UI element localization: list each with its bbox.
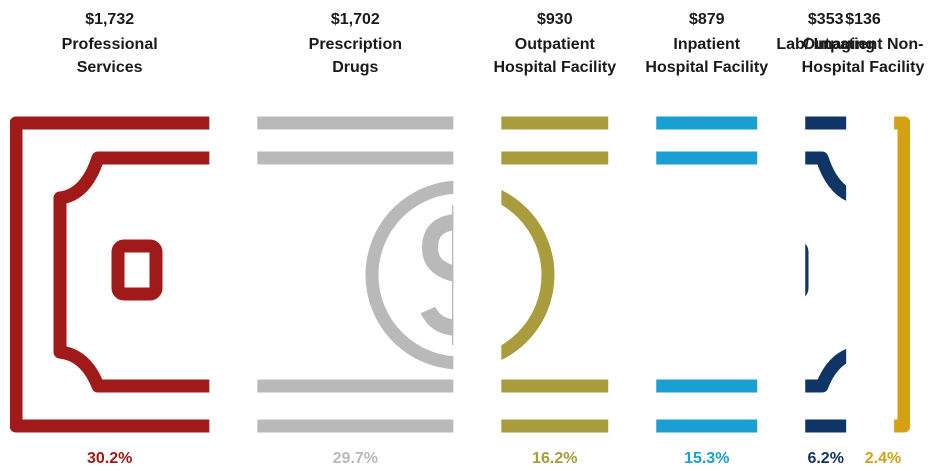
bill-slice	[16, 123, 904, 426]
percent-label: 6.2%	[807, 450, 844, 467]
percent-label: 2.4%	[864, 450, 902, 467]
percent-label: 29.7%	[332, 450, 379, 467]
amount-label: $353	[807, 11, 844, 28]
percent-label: 16.2%	[532, 450, 578, 467]
amount-label: $1,702	[330, 11, 380, 28]
amount-label: $930	[537, 11, 573, 28]
category-label: Inpatient Hospital Facility	[645, 36, 769, 76]
percent-label: 15.3%	[684, 450, 730, 467]
category-label: Outpatient Hospital Facility	[493, 36, 617, 76]
category-label: Outpatient Non-Hospital Facility	[801, 36, 925, 76]
amount-label: $136	[845, 11, 881, 28]
percent-label: 30.2%	[86, 450, 133, 467]
amount-label: $1,732	[85, 11, 135, 28]
category-label: Professional Services	[61, 36, 158, 76]
amount-label: $879	[688, 11, 725, 28]
category-label: Lab/ Imaging	[776, 36, 876, 53]
category-label: Prescription Drugs	[308, 36, 402, 76]
